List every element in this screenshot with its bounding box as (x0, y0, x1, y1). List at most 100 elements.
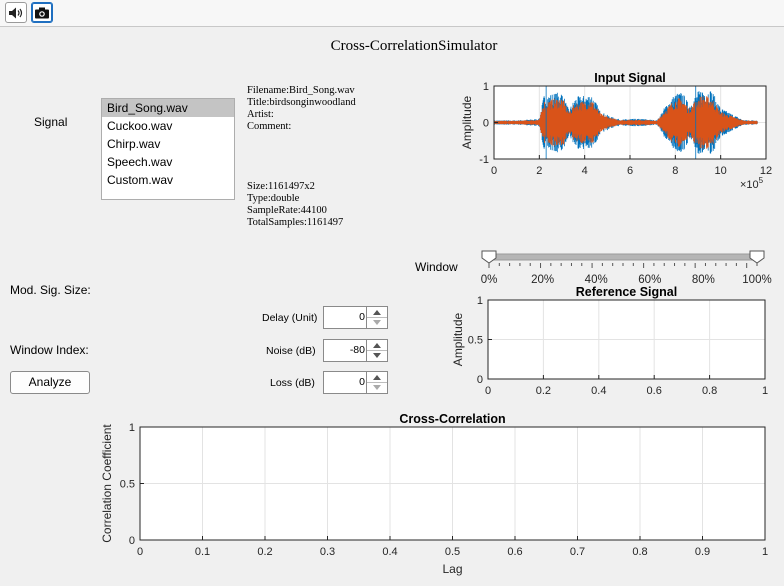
camera-icon (35, 7, 49, 18)
analyze-button[interactable]: Analyze (10, 371, 90, 394)
slider-tick-label: 0% (481, 274, 498, 286)
signal-item-custom[interactable]: Custom.wav (107, 173, 174, 187)
reference-signal-chart: 0 0.2 0.4 0.6 0.8 1 0 0.5 1 Reference Signal Ampli… (451, 285, 768, 397)
y-tick-label: 0.5 (468, 335, 483, 347)
x-tick-label: 4 (582, 165, 588, 177)
noise-spinner[interactable]: -80 (323, 339, 388, 362)
chart-title: Reference Signal (576, 285, 677, 299)
signal-item-chirp[interactable]: Chirp.wav (107, 137, 161, 151)
signal-item-cuckoo[interactable]: Cuckoo.wav (107, 119, 173, 133)
file-info-format: Size:1161497x2 Type:double SampleRate:44… (247, 181, 343, 229)
x-tick-label: 12 (760, 165, 772, 177)
loss-decrement-button[interactable] (367, 382, 387, 392)
chevron-up-icon (373, 342, 381, 348)
x-tick-label: 0.6 (507, 546, 522, 558)
x-tick-label: 6 (627, 165, 633, 177)
toolbar (0, 0, 784, 27)
chevron-down-icon (373, 384, 381, 390)
y-tick-label: 0.5 (120, 479, 135, 491)
noise-decrement-button[interactable] (367, 350, 387, 360)
y-tick-label: 1 (483, 81, 489, 93)
loss-increment-button[interactable] (367, 372, 387, 383)
signal-label: Signal (34, 115, 68, 129)
artist-text: Artist: (247, 109, 274, 120)
filename-text: Filename:Bird_Song.wav (247, 85, 355, 96)
slider-tick-label: 60% (638, 274, 661, 286)
chevron-up-icon (373, 309, 381, 315)
delay-value[interactable]: 0 (359, 311, 365, 323)
delay-label: Delay (Unit) (262, 312, 318, 324)
x-exponent-power: 5 (759, 176, 764, 185)
total-samples-text: TotalSamples:1161497 (247, 217, 344, 228)
chevron-down-icon (373, 319, 381, 325)
comment-text: Comment: (247, 121, 292, 132)
chevron-up-icon (373, 374, 381, 380)
y-tick-label: 1 (477, 295, 483, 307)
x-tick-label: 0.5 (445, 546, 460, 558)
x-tick-label: 0 (485, 385, 491, 397)
x-tick-label: 0.3 (320, 546, 335, 558)
y-tick-label: 0 (129, 535, 135, 547)
mod-sig-size-label: Mod. Sig. Size: (10, 283, 91, 297)
delay-decrement-button[interactable] (367, 317, 387, 327)
x-tick-label: 0.7 (570, 546, 585, 558)
y-tick-label: 0 (477, 374, 483, 386)
x-axis-label: Lag (442, 562, 462, 576)
noise-increment-button[interactable] (367, 340, 387, 351)
chevron-down-icon (373, 352, 381, 358)
y-tick-label: 1 (129, 422, 135, 434)
camera-button[interactable] (31, 2, 53, 23)
y-axis-label: Correlation Coefficient (100, 424, 114, 543)
x-tick-label: 0.4 (591, 385, 606, 397)
x-tick-label: 8 (672, 165, 678, 177)
chart-title: Input Signal (594, 71, 666, 85)
title-text: Title:birdsonginwoodland (247, 97, 356, 108)
slider-tick-label: 40% (585, 274, 608, 286)
window-index-label: Window Index: (10, 343, 89, 357)
sample-rate-text: SampleRate:44100 (247, 205, 327, 216)
y-tick-label: -1 (479, 154, 489, 166)
x-tick-label: 10 (715, 165, 727, 177)
window-slider-label: Window (415, 260, 458, 274)
x-tick-label: 0.2 (257, 546, 272, 558)
x-tick-label: 0 (137, 546, 143, 558)
signal-item-bird-song[interactable]: Bird_Song.wav (102, 99, 234, 117)
type-text: Type:double (247, 193, 300, 204)
window-slider[interactable]: 0% 20% 40% 60% 80% 100% (470, 248, 776, 286)
slider-high-thumb (749, 250, 765, 264)
slider-low-thumb (481, 250, 497, 264)
x-tick-label: 0.8 (702, 385, 717, 397)
chart-title: Cross-Correlation (399, 412, 505, 426)
x-tick-label: 0.6 (647, 385, 662, 397)
slider-tick-label: 80% (692, 274, 715, 286)
x-tick-label: 0.4 (382, 546, 397, 558)
noise-label: Noise (dB) (266, 345, 316, 357)
x-tick-label: 0.9 (695, 546, 710, 558)
y-tick-label: 0 (483, 118, 489, 130)
y-axis-label: Amplitude (460, 96, 474, 150)
x-tick-label: 2 (536, 165, 542, 177)
loss-value[interactable]: 0 (359, 376, 365, 388)
signal-listbox[interactable]: Bird_Song.wav Cuckoo.wav Chirp.wav Speec… (101, 98, 235, 200)
slider-tick-label: 100% (742, 274, 771, 286)
x-tick-label: 0.1 (195, 546, 210, 558)
cross-correlation-chart: 0 0.1 0.2 0.3 0.4 0.5 0.6 0.7 0.8 0.9 1 0 0.5 1 Cross-… (100, 412, 768, 576)
app-title: Cross-CorrelationSimulator (330, 38, 498, 54)
x-tick-label: 1 (762, 546, 768, 558)
loss-spinner[interactable]: 0 (323, 371, 388, 394)
delay-spinner[interactable]: 0 (323, 306, 388, 329)
size-text: Size:1161497x2 (247, 181, 315, 192)
slider-range (488, 253, 758, 261)
noise-value[interactable]: -80 (349, 344, 365, 356)
loss-label: Loss (dB) (270, 377, 315, 389)
slider-tick-label: 20% (531, 274, 554, 286)
y-axis-label: Amplitude (451, 313, 465, 367)
file-info-tags: Filename:Bird_Song.wav Title:birdsonginw… (247, 85, 356, 133)
signal-item-speech[interactable]: Speech.wav (107, 155, 173, 169)
x-exponent-label: ×105 (740, 176, 764, 191)
delay-increment-button[interactable] (367, 307, 387, 318)
x-tick-label: 0.8 (632, 546, 647, 558)
speaker-button[interactable] (5, 2, 27, 23)
speaker-icon (9, 7, 23, 18)
